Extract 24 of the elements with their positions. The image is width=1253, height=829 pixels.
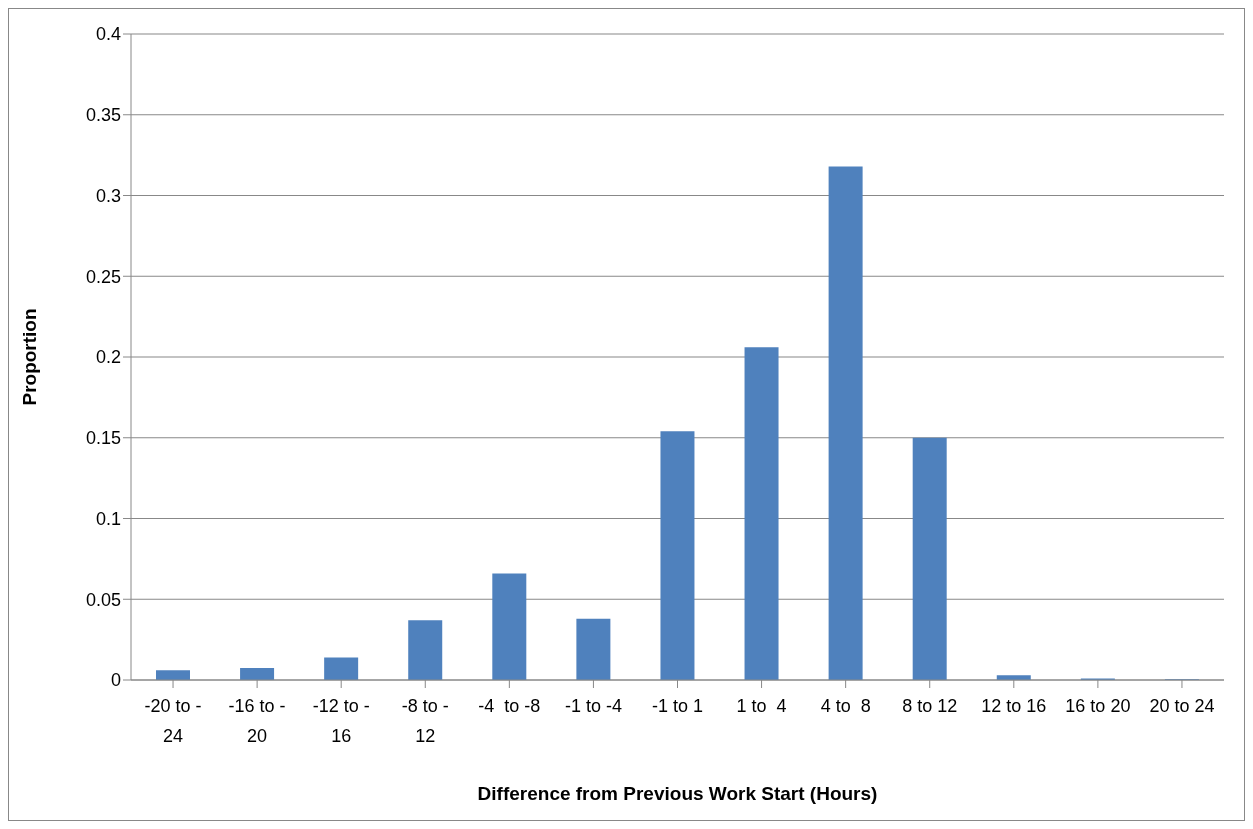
y-tick-label: 0.3 bbox=[95, 185, 121, 206]
y-tick-label: 0.15 bbox=[85, 428, 121, 449]
y-tick-label: 0.4 bbox=[95, 24, 121, 45]
x-tick-label: 8 to 12 bbox=[902, 696, 958, 716]
x-tick-label: 20 to 24 bbox=[1149, 696, 1215, 716]
y-tick-label: 0 bbox=[110, 670, 121, 691]
x-tick-label: -20 to -24 bbox=[144, 696, 202, 746]
y-tick-label: 0.25 bbox=[85, 266, 121, 287]
x-tick-label: -1 to -4 bbox=[564, 696, 622, 716]
x-tick-label: -16 to -20 bbox=[228, 696, 286, 746]
x-tick-label: -12 to -16 bbox=[312, 696, 370, 746]
x-tick-label: -8 to -12 bbox=[401, 696, 449, 746]
y-tick-label: 0.1 bbox=[95, 508, 121, 529]
x-tick-label: 1 to 4 bbox=[736, 696, 787, 716]
x-tick-label: -1 to 1 bbox=[651, 696, 704, 716]
x-axis-title: Difference from Previous Work Start (Hours) bbox=[477, 783, 878, 804]
y-tick-label: 0.35 bbox=[85, 105, 121, 126]
y-axis-title: Proportion bbox=[18, 308, 40, 406]
y-tick-label: 0.05 bbox=[85, 589, 121, 610]
x-tick-label: -4 to -8 bbox=[478, 696, 541, 716]
x-tick-label: 4 to 8 bbox=[820, 696, 871, 716]
x-tick-label: 12 to 16 bbox=[981, 696, 1047, 716]
y-tick-label: 0.2 bbox=[95, 347, 121, 368]
x-tick-label: 16 to 20 bbox=[1065, 696, 1131, 716]
